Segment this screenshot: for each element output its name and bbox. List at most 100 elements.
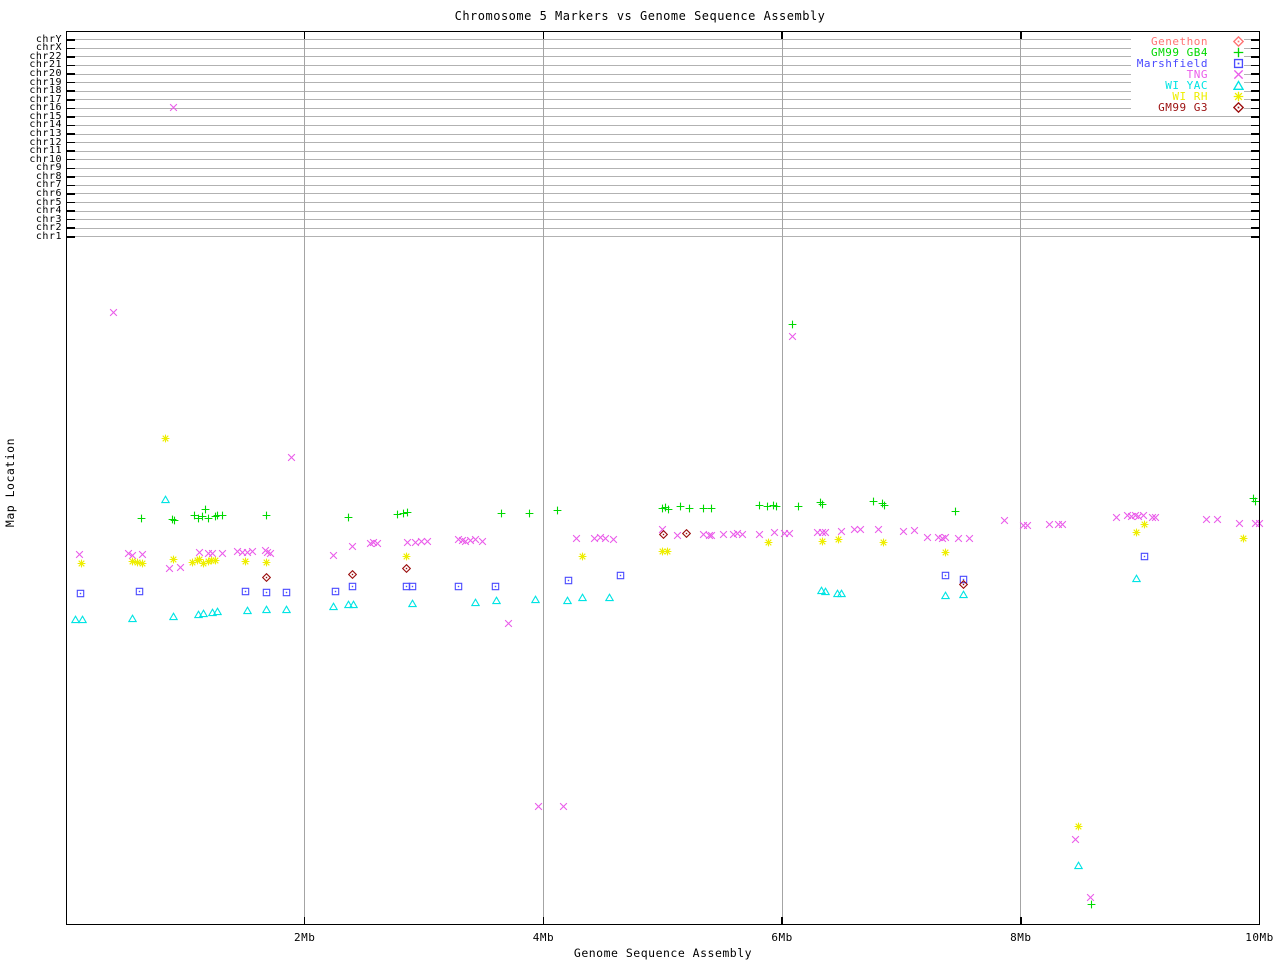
data-point <box>402 546 411 565</box>
data-point <box>837 583 847 602</box>
data-point <box>707 525 716 544</box>
data-point <box>195 542 204 561</box>
data-point <box>673 525 682 544</box>
data-point <box>344 507 353 526</box>
data-point <box>1140 514 1149 533</box>
data-point <box>135 581 144 600</box>
chromosome-gridline <box>66 202 1260 204</box>
data-point <box>262 552 271 571</box>
data-point <box>408 576 417 595</box>
chromosome-gridline <box>66 39 1260 41</box>
x-tick-bottom <box>303 917 306 925</box>
y-tick-right <box>1251 167 1260 170</box>
data-point <box>663 541 672 560</box>
data-point <box>707 498 716 517</box>
data-point <box>266 543 275 562</box>
y-tick-left <box>66 158 75 161</box>
data-point <box>128 608 138 627</box>
y-tick-left <box>66 218 75 221</box>
data-point <box>193 550 202 569</box>
data-point <box>407 593 417 612</box>
data-point <box>874 519 883 538</box>
data-point <box>965 528 974 547</box>
x-tick-label: 2Mb <box>294 931 316 944</box>
data-point <box>347 564 358 583</box>
legend-entry: GM99 GB4 <box>1130 46 1244 59</box>
chromosome-label: chr16 <box>29 102 62 114</box>
chromosome-label: chr11 <box>29 145 62 157</box>
y-tick-right <box>1251 184 1260 187</box>
chromosome-label: chr14 <box>29 119 62 131</box>
data-point <box>794 496 803 515</box>
data-point <box>772 496 781 515</box>
data-point <box>218 505 227 524</box>
data-point <box>818 522 827 541</box>
chromosome-label: chr5 <box>35 196 62 208</box>
chromosome-label: chr18 <box>29 85 62 97</box>
data-point <box>348 594 359 613</box>
chromosome-label: chrX <box>35 42 62 54</box>
legend-entry-label: Marshfield <box>1136 57 1208 70</box>
data-point <box>138 544 147 563</box>
data-point <box>958 574 969 593</box>
legend-entry-marker-icon <box>1233 91 1244 102</box>
data-point <box>1086 887 1095 906</box>
data-point <box>133 552 142 571</box>
chromosome-gridline <box>66 90 1260 92</box>
chromosome-gridline <box>66 107 1260 109</box>
y-tick-right <box>1251 210 1260 212</box>
data-point <box>169 549 178 568</box>
data-point <box>401 558 411 577</box>
data-point <box>194 508 203 527</box>
data-point <box>834 529 843 548</box>
data-point <box>659 524 669 543</box>
chromosome-label: chr3 <box>35 213 62 225</box>
data-point <box>1054 514 1063 533</box>
data-point <box>785 523 794 542</box>
data-point <box>738 524 747 543</box>
y-tick-left <box>66 210 75 212</box>
data-point <box>328 596 338 615</box>
data-point <box>534 796 543 815</box>
legend: Genethon GM99 GB4 Marshfield TNG WI YAC WI RH… <box>1130 35 1244 114</box>
legend-entry-label: GM99 GB4 <box>1151 46 1208 59</box>
data-point <box>719 524 728 543</box>
x-tick-bottom <box>781 917 783 925</box>
chromosome-label: chr7 <box>35 179 62 191</box>
chromosome-label: chr17 <box>29 93 62 105</box>
data-point <box>109 302 118 321</box>
plot-frame <box>66 31 1260 925</box>
y-tick-right <box>1251 158 1260 161</box>
data-point <box>856 519 865 538</box>
y-tick-left <box>66 116 75 118</box>
y-tick-right <box>1251 201 1260 204</box>
data-point <box>329 545 338 564</box>
data-point <box>497 503 506 522</box>
data-point <box>348 536 357 555</box>
y-tick-left <box>66 184 75 187</box>
y-axis-title: Map Location <box>3 438 17 528</box>
chromosome-label: chrY <box>35 33 62 45</box>
y-tick-left <box>66 167 75 170</box>
chromosome-gridline <box>66 47 1260 49</box>
data-point <box>411 532 420 551</box>
data-point <box>705 525 714 544</box>
data-point <box>1140 546 1149 565</box>
data-point <box>287 447 296 466</box>
data-point <box>76 583 85 602</box>
y-tick-right <box>1251 73 1260 75</box>
y-tick-right <box>1251 227 1260 229</box>
data-point <box>959 569 968 588</box>
chromosome-gridline <box>66 236 1260 238</box>
chart-title: Chromosome 5 Markers vs Genome Sequence … <box>454 9 826 23</box>
y-tick-left <box>66 133 75 135</box>
y-tick-right <box>1251 64 1260 67</box>
y-tick-right <box>1251 56 1260 58</box>
data-point <box>242 600 253 619</box>
x-axis-title: Genome Sequence Assembly <box>573 946 753 960</box>
y-tick-right <box>1251 107 1260 110</box>
x-tick-top <box>781 31 783 39</box>
data-point <box>1074 816 1083 835</box>
data-point <box>910 520 919 539</box>
x-tick-top <box>303 31 306 39</box>
